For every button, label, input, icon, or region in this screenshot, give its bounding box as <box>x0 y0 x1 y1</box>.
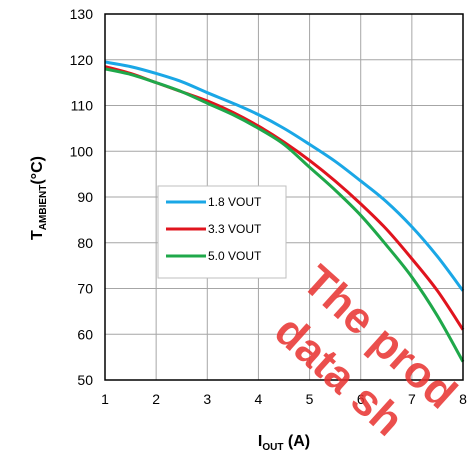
y-tick-label: 100 <box>70 143 94 159</box>
x-axis-title: IOUT (A) <box>258 433 310 453</box>
y-tick-labels: 50 60 70 80 90 100 110 120 130 <box>70 6 94 388</box>
x-tick-label: 5 <box>306 391 314 407</box>
y-tick-label: 110 <box>71 98 94 114</box>
x-tick-label: 4 <box>255 391 263 407</box>
y-tick-label: 90 <box>77 189 93 205</box>
series-lines <box>104 60 465 363</box>
y-axis-title: TAMBIENT(°C) <box>29 156 49 240</box>
x-tick-label: 1 <box>101 391 109 407</box>
series-line-2 <box>104 67 465 363</box>
x-tick-label: 7 <box>408 391 416 407</box>
x-tick-label: 2 <box>152 391 160 407</box>
x-tick-label: 8 <box>459 391 467 407</box>
legend-label: 1.8 VOUT <box>208 195 262 209</box>
series-line-0 <box>104 60 465 292</box>
y-tick-label: 50 <box>77 372 93 388</box>
legend-label: 3.3 VOUT <box>208 222 262 236</box>
legend-label: 5.0 VOUT <box>208 249 262 263</box>
x-tick-labels: 1 2 3 4 5 6 7 8 <box>101 391 467 407</box>
x-tick-label: 6 <box>357 391 365 407</box>
x-tick-label: 3 <box>203 391 211 407</box>
y-tick-label: 130 <box>70 6 94 22</box>
y-tick-label: 70 <box>77 281 93 297</box>
y-tick-label: 80 <box>77 235 93 251</box>
y-tick-label: 120 <box>70 52 94 68</box>
watermark: The prod data sh <box>265 256 466 445</box>
y-tick-label: 60 <box>77 326 93 342</box>
legend: 1.8 VOUT 3.3 VOUT 5.0 VOUT <box>157 185 287 279</box>
plot-frame <box>104 13 464 381</box>
